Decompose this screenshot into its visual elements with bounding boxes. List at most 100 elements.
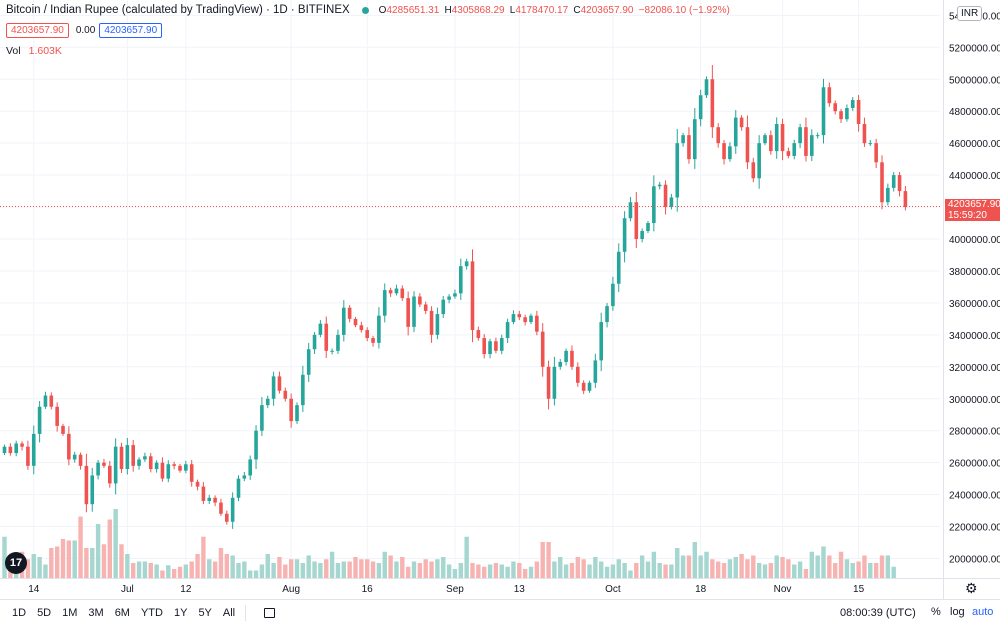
volume-bar xyxy=(499,564,504,578)
volume-bar xyxy=(423,559,428,578)
candle-body xyxy=(213,497,217,503)
candle-body xyxy=(587,382,592,391)
candle-body xyxy=(464,261,469,267)
volume-bar xyxy=(177,566,183,578)
volume-bar xyxy=(189,561,194,578)
candle-body xyxy=(172,464,176,466)
candle-body xyxy=(728,146,732,160)
volume-bar xyxy=(271,563,276,578)
volume-bar xyxy=(31,554,36,578)
candle-body xyxy=(143,456,147,460)
candle-body xyxy=(2,446,7,454)
timeframe-3m[interactable]: 3M xyxy=(88,607,104,619)
utc-clock[interactable]: 08:00:39 (UTC) xyxy=(840,607,916,619)
candle-body xyxy=(277,376,282,391)
candle-body xyxy=(14,443,18,454)
x-tick-label: 13 xyxy=(514,584,526,595)
volume-bar xyxy=(517,563,522,578)
timeframe-1y[interactable]: 1Y xyxy=(173,607,188,619)
volume-bar xyxy=(868,563,873,578)
volume-bar xyxy=(575,557,580,578)
y-tick-label: 2000000.00 xyxy=(949,555,1000,566)
timeframe-5y[interactable]: 5Y xyxy=(198,607,212,619)
timeframe-5d[interactable]: 5D xyxy=(37,607,52,619)
timeframe-all[interactable]: All xyxy=(222,607,236,619)
candle-body xyxy=(365,330,369,339)
x-tick-label: Nov xyxy=(774,584,792,595)
candle-body xyxy=(675,143,680,198)
calendar-icon[interactable] xyxy=(264,608,276,618)
volume-bar xyxy=(546,542,551,578)
candle-body xyxy=(622,218,627,252)
volume-bar xyxy=(721,563,727,578)
candle-body xyxy=(306,349,311,375)
volume-bar xyxy=(569,563,575,578)
volume-bar xyxy=(54,546,60,578)
gear-icon[interactable]: ⚙ xyxy=(965,580,978,596)
x-tick-label: 16 xyxy=(362,584,374,595)
volume-bar xyxy=(833,563,838,578)
volume-bar xyxy=(885,555,891,578)
candle-body xyxy=(359,325,364,331)
candle-body xyxy=(160,462,165,479)
candle-body xyxy=(248,459,252,476)
volume-bar xyxy=(382,551,387,578)
volume-bar xyxy=(792,564,797,578)
candle-body xyxy=(827,87,832,104)
timeframe-ytd[interactable]: YTD xyxy=(140,607,163,619)
candle-body xyxy=(716,127,720,144)
volume-bar xyxy=(891,566,896,578)
volume-bar xyxy=(827,555,832,578)
volume-legend[interactable]: Vol 1.603K xyxy=(6,45,62,57)
candle-body xyxy=(342,307,346,335)
candle-body xyxy=(710,79,715,128)
candle-body xyxy=(839,111,843,120)
auto-scale-toggle[interactable]: auto xyxy=(972,606,994,618)
candle-body xyxy=(499,338,504,351)
candle-body xyxy=(166,464,171,479)
volume-bar xyxy=(171,569,177,578)
candle-body xyxy=(377,315,381,343)
volume-bar xyxy=(745,559,750,578)
volume-bar xyxy=(762,564,768,578)
symbol-title[interactable]: Bitcoin / Indian Rupee (calculated by Tr… xyxy=(6,4,350,16)
y-tick-label: 2400000.00 xyxy=(949,491,1000,502)
volume-bar xyxy=(259,564,265,578)
candle-body xyxy=(72,454,77,460)
volume-bar xyxy=(540,542,545,578)
volume-bar xyxy=(452,569,458,578)
candle-body xyxy=(283,390,288,399)
volume-bar xyxy=(405,566,411,578)
candle-body xyxy=(219,502,223,514)
symbol-legend: Bitcoin / Indian Rupee (calculated by Tr… xyxy=(6,4,732,16)
volume-bar xyxy=(844,559,850,578)
timeframe-1m[interactable]: 1M xyxy=(62,607,78,619)
candle-body xyxy=(687,135,691,160)
candle-body xyxy=(429,310,434,335)
volume-bar xyxy=(803,569,809,578)
currency-selector[interactable]: INR xyxy=(957,6,983,21)
chart-canvas[interactable]: 5400000.005200000.005000000.004800000.00… xyxy=(0,0,1000,600)
percent-toggle[interactable]: % xyxy=(931,606,941,618)
candle-body xyxy=(265,398,270,406)
volume-bar xyxy=(84,548,89,578)
y-tick-label: 5200000.00 xyxy=(949,43,1000,54)
candle-body xyxy=(108,465,112,484)
change-value: 0.00 xyxy=(75,25,96,36)
candle-body xyxy=(546,366,551,399)
volume-bar xyxy=(242,561,247,578)
volume-bar xyxy=(376,563,382,578)
candle-body xyxy=(61,425,65,434)
volume-bar xyxy=(370,561,376,578)
candle-body xyxy=(891,175,896,188)
candle-body xyxy=(804,127,808,156)
volume-bar xyxy=(148,563,153,578)
timeframe-6m[interactable]: 6M xyxy=(114,607,130,619)
candle-body xyxy=(780,123,785,152)
volume-bar xyxy=(669,564,674,578)
timeframe-1d[interactable]: 1D xyxy=(12,607,27,619)
log-toggle[interactable]: log xyxy=(950,606,965,618)
volume-bar xyxy=(809,551,814,578)
candle-body xyxy=(131,445,135,466)
tradingview-logo[interactable]: 17 xyxy=(5,552,27,574)
